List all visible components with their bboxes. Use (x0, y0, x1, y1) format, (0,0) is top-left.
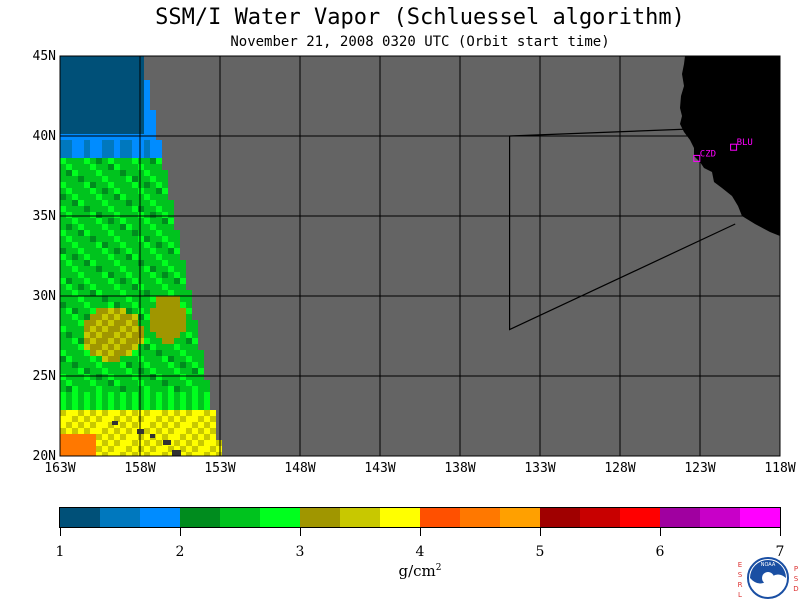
color-scale-swatch (700, 508, 740, 527)
color-scale-tick-mark (420, 528, 421, 536)
lon-label: 143W (364, 461, 396, 476)
color-scale-swatch (220, 508, 260, 527)
land-california-coast (680, 56, 780, 236)
unit-text: g/cm (398, 562, 436, 580)
orbit-outline (509, 127, 736, 331)
chart-subtitle: November 21, 2008 0320 UTC (Orbit start … (230, 34, 610, 50)
color-scale-tick-label: 5 (535, 544, 545, 560)
color-scale-swatch (580, 508, 620, 527)
color-scale-swatch (420, 508, 460, 527)
color-scale-swatch (620, 508, 660, 527)
lon-label: 138W (444, 461, 476, 476)
map-frame (59, 55, 781, 457)
station-blu: BLU (730, 138, 753, 151)
color-scale-tick-mark (300, 528, 301, 536)
color-scale-bar (59, 507, 781, 528)
unit-exponent: 2 (435, 563, 442, 573)
lon-label: 163W (44, 461, 76, 476)
color-scale-swatch (100, 508, 140, 527)
lon-label: 118W (764, 461, 796, 476)
color-scale-swatch (300, 508, 340, 527)
station-czd: CZD (693, 149, 716, 162)
color-scale-swatch (740, 508, 780, 527)
graticule (60, 56, 780, 456)
color-scale-tick-label: 2 (175, 544, 185, 560)
color-scale-tick-label: 7 (775, 544, 785, 560)
lat-label: 40N (32, 129, 56, 144)
lon-label: 153W (204, 461, 236, 476)
color-scale-tick-mark (180, 528, 181, 536)
water-vapor-swath (60, 56, 222, 456)
color-scale-tick-mark (660, 528, 661, 536)
color-scale-tick-mark (60, 528, 61, 536)
color-scale-unit: g/cm2 (380, 562, 460, 580)
color-scale-tick-label: 6 (655, 544, 665, 560)
color-scale-swatch (60, 508, 100, 527)
color-scale-tick-mark (540, 528, 541, 536)
svg-text:BLU: BLU (737, 138, 753, 148)
lat-label: 20N (32, 449, 56, 464)
color-scale-swatch (380, 508, 420, 527)
color-scale-swatch (340, 508, 380, 527)
color-scale-tick-mark (780, 528, 781, 536)
color-scale-tick-label: 4 (415, 544, 425, 560)
noaa-emblem-icon: NOAA (747, 557, 789, 599)
chart-title: SSM/I Water Vapor (Schluessel algorithm) (155, 5, 685, 30)
lon-label: 158W (124, 461, 156, 476)
lon-label: 128W (604, 461, 636, 476)
color-scale-swatch (540, 508, 580, 527)
color-scale-swatch (140, 508, 180, 527)
lat-label: 35N (32, 209, 56, 224)
lon-label: 133W (524, 461, 556, 476)
hawaiian-islands (112, 421, 181, 456)
lat-label: 45N (32, 49, 56, 64)
color-scale-swatch (460, 508, 500, 527)
lon-label: 123W (684, 461, 716, 476)
color-scale-swatch (180, 508, 220, 527)
lat-label: 25N (32, 369, 56, 384)
badge-text: NOAA (761, 562, 776, 568)
color-scale-swatch (660, 508, 700, 527)
lon-label: 148W (284, 461, 316, 476)
lat-label: 30N (32, 289, 56, 304)
color-scale-tick-label: 1 (55, 544, 65, 560)
color-scale-tick-label: 3 (295, 544, 305, 560)
color-scale-swatch (500, 508, 540, 527)
svg-text:CZD: CZD (700, 149, 716, 159)
color-scale-swatch (260, 508, 300, 527)
